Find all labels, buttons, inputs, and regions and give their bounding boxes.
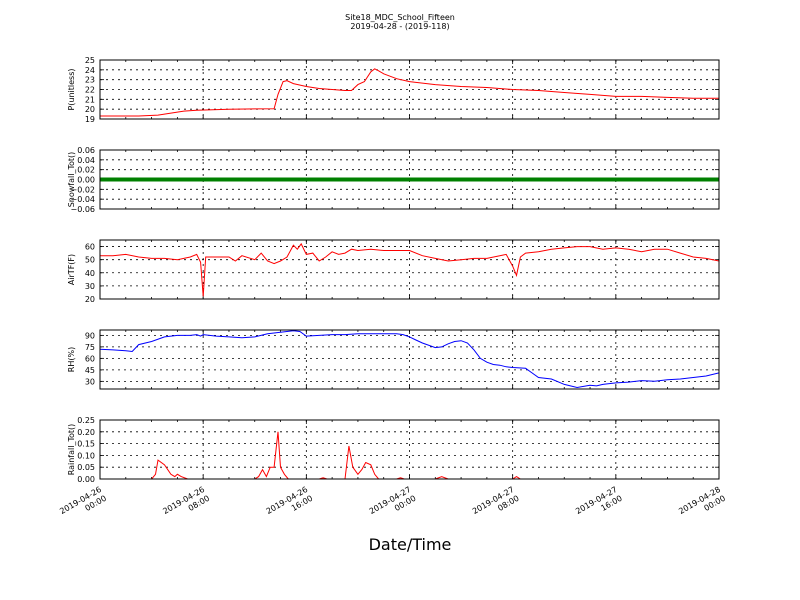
panel-3: 20 30 40 50 60 AirTF(F) <box>67 239 720 304</box>
y-tick-label: 50 <box>85 256 95 265</box>
y-tick-label: 21 <box>85 95 95 104</box>
x-tick-label: 2019-04-2800:00 <box>677 485 727 525</box>
plot-frame <box>99 59 720 120</box>
y-tick-label: 30 <box>85 282 95 291</box>
chart-title: Site18_MDC_School_Fifteen <box>345 13 455 22</box>
y-tick-label: 22 <box>85 86 95 95</box>
y-tick-label: 0.02 <box>77 166 95 175</box>
series-line-4-1 <box>99 330 720 389</box>
plot-frame <box>99 149 720 210</box>
plot-frame <box>99 329 720 390</box>
y-tick-label: 0.10 <box>77 451 95 460</box>
y-tick-label: 20 <box>85 295 95 304</box>
y-tick-label: 24 <box>85 66 95 75</box>
y-axis-label: P(unitless) <box>67 68 76 110</box>
x-tick-label: 2019-04-2616:00 <box>265 485 315 525</box>
y-tick-label: 0.04 <box>77 156 95 165</box>
y-tick-label: 0.20 <box>77 428 95 437</box>
y-tick-label: 23 <box>85 76 95 85</box>
x-tick-label: 2019-04-2716:00 <box>574 485 624 525</box>
x-tick-label: 2019-04-2600:00 <box>58 485 108 525</box>
y-tick-label: 0.00 <box>77 475 95 484</box>
y-tick-label: 60 <box>85 354 95 363</box>
series-line-3-1 <box>100 242 720 297</box>
panel-2: −0.06−0.04−0.020.000.020.040.06Snowfall_… <box>67 146 720 214</box>
y-tick-label: 45 <box>85 366 95 375</box>
plot-frame <box>99 419 720 480</box>
y-tick-label: 0.05 <box>77 463 95 472</box>
y-tick-label: 0.25 <box>77 416 95 425</box>
plot-frame <box>99 239 720 300</box>
y-axis-label: AirTF(F) <box>67 254 76 285</box>
y-tick-label: 30 <box>85 377 95 386</box>
y-axis-label: Rainfall_Tot() <box>67 424 76 476</box>
y-tick-label: 0.06 <box>77 146 95 155</box>
panel-4: 30 45 60 75 90 RH(%) <box>67 329 720 390</box>
y-tick-label: −0.04 <box>70 195 95 204</box>
panels: 19202122232425P(unitless)−0.06−0.04−0.02… <box>67 56 720 484</box>
y-tick-label: 60 <box>85 243 95 252</box>
x-axis-label: Date/Time <box>369 535 452 554</box>
y-axis-label: Snowfall_Tot() <box>67 152 76 208</box>
y-tick-label: 75 <box>85 343 95 352</box>
x-tick-label: 2019-04-2700:00 <box>368 485 418 525</box>
x-tick-label: 2019-04-2708:00 <box>471 485 521 525</box>
x-tick-label: 2019-04-2608:00 <box>161 485 211 525</box>
y-tick-label: 0.15 <box>77 440 95 449</box>
series-line-1-1 <box>100 68 719 117</box>
x-tick-labels: 2019-04-2600:00 2019-04-2608:00 2019-04-26… <box>58 485 727 525</box>
y-tick-label: 19 <box>85 115 95 124</box>
y-tick-label: −0.06 <box>70 205 95 214</box>
y-tick-label: −0.02 <box>70 185 95 194</box>
y-tick-label: 90 <box>85 331 95 340</box>
chart-subtitle: 2019-04-28 - (2019-118) <box>350 22 449 31</box>
y-tick-label: 40 <box>85 269 95 278</box>
y-axis-label: RH(%) <box>67 347 76 372</box>
y-tick-label: 0.00 <box>77 176 95 185</box>
y-tick-label: 25 <box>85 56 95 65</box>
y-tick-label: 20 <box>85 105 95 114</box>
